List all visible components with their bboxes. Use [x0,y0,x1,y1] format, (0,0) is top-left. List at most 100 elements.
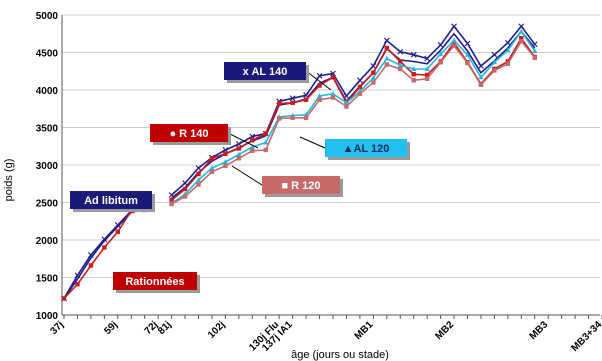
data-point [451,40,457,45]
annotation-label: ▲AL 120 [343,143,390,155]
data-point [222,159,228,164]
annotation-bg [150,124,228,142]
data-point [263,147,268,153]
data-point [236,151,242,157]
data-point [236,146,242,151]
data-point [411,72,416,77]
series-r-120 [169,39,537,207]
data-point [518,28,524,34]
annotation-box: ● R 140 [150,124,231,145]
data-point [209,169,215,174]
data-point [424,55,431,62]
annotation-arrow [231,165,263,186]
data-point [371,70,376,75]
series-line [171,30,536,204]
y-tick-label: 1000 [36,311,59,322]
annotation-label: ■ R 120 [281,180,320,192]
data-point [195,165,202,171]
annotation-arrow [305,70,332,91]
x-axis-title: âge (jours ou stade) [291,349,389,361]
data-point [303,97,309,102]
data-point [370,63,377,69]
x-tick-label: MB1 [353,319,376,342]
data-point [491,59,497,65]
annotation-bg [70,191,152,209]
annotation-label: Rationnées [125,276,184,288]
data-point [209,165,215,170]
data-point [438,60,443,65]
data-point [330,95,336,100]
data-point [75,282,80,287]
x-tick-label: 59j [102,319,120,337]
data-point [317,97,322,102]
data-point [344,104,349,109]
annotation-bg [325,139,407,157]
annotation-arrow [299,136,326,149]
data-point [223,163,228,168]
data-point [384,55,390,61]
x-tick-label: 81j [156,319,174,337]
x-tick-label: 102j [206,319,228,341]
data-point [263,139,269,145]
data-point [316,93,323,98]
data-point [263,131,268,136]
annotation-label: x AL 140 [243,66,288,78]
data-point [478,74,484,80]
data-point [519,36,524,41]
data-point [384,45,389,51]
data-point [102,245,107,250]
data-point [492,68,497,73]
series-line [171,30,536,199]
series-line [171,39,536,205]
annotation-box: x AL 140 [224,62,309,83]
data-point [464,40,471,47]
data-point [330,90,336,96]
data-point [289,95,296,102]
annotation-bg [113,272,197,290]
grid [62,14,600,316]
data-point [478,82,484,87]
annotation-box: Ad libitum [70,191,155,212]
data-point [61,296,67,301]
data-point [303,115,309,120]
data-point [169,201,174,207]
data-point [250,148,255,153]
data-point [356,77,363,84]
data-point [532,55,537,60]
data-point [357,84,363,90]
data-point [115,229,120,234]
data-point [384,62,389,67]
series-al-120 [169,28,538,206]
data-point [410,51,417,58]
data-point [438,51,444,56]
data-point [277,101,282,106]
data-point [169,198,174,203]
data-point [465,60,470,66]
annotation-box: ■ R 120 [262,176,343,197]
data-point [370,75,376,80]
data-point [290,115,295,120]
series-al-140 [61,23,538,302]
data-point [451,43,457,48]
data-point [398,66,403,72]
data-point [182,194,188,199]
data-point [250,138,255,143]
data-point [505,47,511,53]
data-point [397,48,404,55]
x-tick-label: MB2 [433,319,456,342]
y-tick-label: 5000 [36,11,59,22]
y-tick-label: 3500 [36,124,59,135]
annotations: x AL 140 ● R 140 ▲AL 120 ■ R 120 Ad libitum R… [70,62,410,293]
annotation-arrows [227,70,332,186]
data-point [182,186,188,192]
data-point [451,37,457,43]
data-point [209,156,215,161]
annotation-label: Ad libitum [84,195,138,207]
x-tick-label: MB3+34 [569,319,602,354]
data-point [290,100,295,105]
data-point [277,116,282,121]
data-point [316,72,323,79]
data-point [196,171,201,177]
annotation-bg [262,176,340,194]
